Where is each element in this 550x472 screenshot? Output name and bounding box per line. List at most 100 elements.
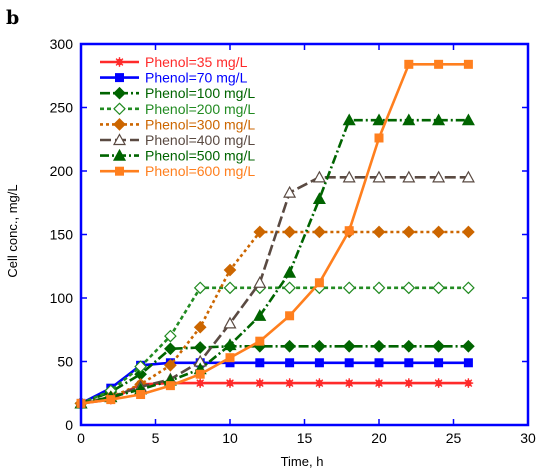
- data-point: [402, 170, 416, 183]
- series-line: [80, 63, 469, 405]
- data-point: [283, 339, 296, 353]
- data-point: [164, 358, 177, 372]
- legend-marker: [113, 86, 126, 100]
- legend-marker: [112, 133, 127, 146]
- data-point: [432, 113, 446, 126]
- data-point: [193, 341, 207, 354]
- data-point: [106, 395, 116, 405]
- data-point: [314, 358, 324, 368]
- y-tick-label: 50: [57, 354, 73, 370]
- data-point: [374, 378, 384, 388]
- data-point: [342, 281, 356, 295]
- data-point: [255, 358, 265, 368]
- data-point: [462, 339, 475, 353]
- data-point: [223, 281, 237, 295]
- data-point: [372, 170, 386, 183]
- data-point: [314, 378, 325, 388]
- data-point: [463, 59, 473, 69]
- data-point: [344, 378, 354, 388]
- data-point: [462, 225, 475, 239]
- data-point: [372, 281, 386, 295]
- data-point: [225, 378, 235, 388]
- data-point: [432, 339, 445, 353]
- data-point: [283, 265, 297, 278]
- x-tick-label: 10: [222, 430, 238, 446]
- data-point: [344, 226, 354, 236]
- data-point: [434, 358, 444, 368]
- data-point: [195, 378, 205, 388]
- legend-marker: [114, 57, 125, 67]
- legend-marker: [115, 166, 124, 176]
- data-point: [225, 358, 235, 368]
- legend-entry: Phenol=100 mg/L: [100, 85, 255, 101]
- series-line: [80, 344, 469, 405]
- data-point: [193, 281, 207, 295]
- x-axis-label: Time, h: [281, 454, 324, 469]
- data-point: [314, 278, 324, 288]
- data-point: [374, 358, 384, 368]
- data-point: [432, 170, 446, 183]
- data-point: [223, 316, 237, 329]
- legend-marker: [113, 102, 126, 116]
- data-point: [285, 358, 295, 368]
- legend-entry: Phenol=600 mg/L: [100, 163, 255, 179]
- data-point: [463, 378, 474, 388]
- data-point: [374, 133, 384, 143]
- data-point: [404, 59, 414, 69]
- legend-label: Phenol=600 mg/L: [145, 163, 255, 179]
- x-tick-label: 5: [152, 430, 160, 446]
- legend-entry: Phenol=500 mg/L: [100, 148, 255, 164]
- data-point: [402, 113, 416, 126]
- legend-label: Phenol=400 mg/L: [145, 132, 255, 148]
- data-point: [463, 358, 473, 368]
- data-point: [283, 225, 296, 239]
- data-point: [195, 369, 205, 379]
- data-point: [285, 311, 295, 321]
- series-8: [76, 59, 473, 408]
- x-tick-label: 15: [297, 430, 313, 446]
- data-point: [342, 170, 356, 183]
- data-point: [253, 225, 267, 239]
- y-tick-label: 100: [50, 290, 74, 306]
- data-point: [402, 225, 416, 239]
- legend-marker: [115, 73, 124, 83]
- series-line: [80, 361, 469, 405]
- data-point: [253, 309, 267, 321]
- data-point: [342, 339, 356, 353]
- legend-entry: Phenol=400 mg/L: [100, 132, 255, 148]
- data-point: [134, 360, 147, 373]
- y-tick-label: 0: [65, 417, 73, 433]
- data-point: [164, 342, 177, 356]
- y-tick-label: 200: [50, 163, 74, 179]
- data-point: [253, 276, 267, 288]
- data-point: [223, 338, 237, 351]
- data-point: [461, 113, 475, 126]
- x-tick-label: 20: [371, 430, 387, 446]
- data-point: [372, 225, 386, 239]
- data-point: [283, 185, 297, 198]
- data-point: [225, 353, 235, 363]
- data-point: [434, 59, 444, 69]
- legend-entry: Phenol=300 mg/L: [100, 116, 255, 132]
- data-point: [313, 339, 326, 353]
- legend-marker: [112, 148, 127, 161]
- data-point: [165, 381, 175, 391]
- data-point: [342, 113, 356, 126]
- data-point: [404, 378, 414, 388]
- data-point: [372, 113, 386, 126]
- legend-entry: Phenol=200 mg/L: [100, 101, 255, 117]
- data-point: [193, 320, 207, 334]
- legend-label: Phenol=500 mg/L: [145, 148, 255, 164]
- data-point: [312, 192, 326, 205]
- data-point: [255, 378, 265, 388]
- legend-label: Phenol=200 mg/L: [145, 101, 255, 117]
- legend-entry: Phenol=35 mg/L: [100, 54, 248, 70]
- x-tick-label: 25: [446, 430, 462, 446]
- panel-label: b: [6, 7, 19, 29]
- series-line: [80, 176, 469, 405]
- data-point: [344, 358, 354, 368]
- y-tick-label: 300: [50, 36, 74, 52]
- data-point: [312, 170, 326, 183]
- data-point: [432, 281, 445, 295]
- data-point: [255, 336, 265, 346]
